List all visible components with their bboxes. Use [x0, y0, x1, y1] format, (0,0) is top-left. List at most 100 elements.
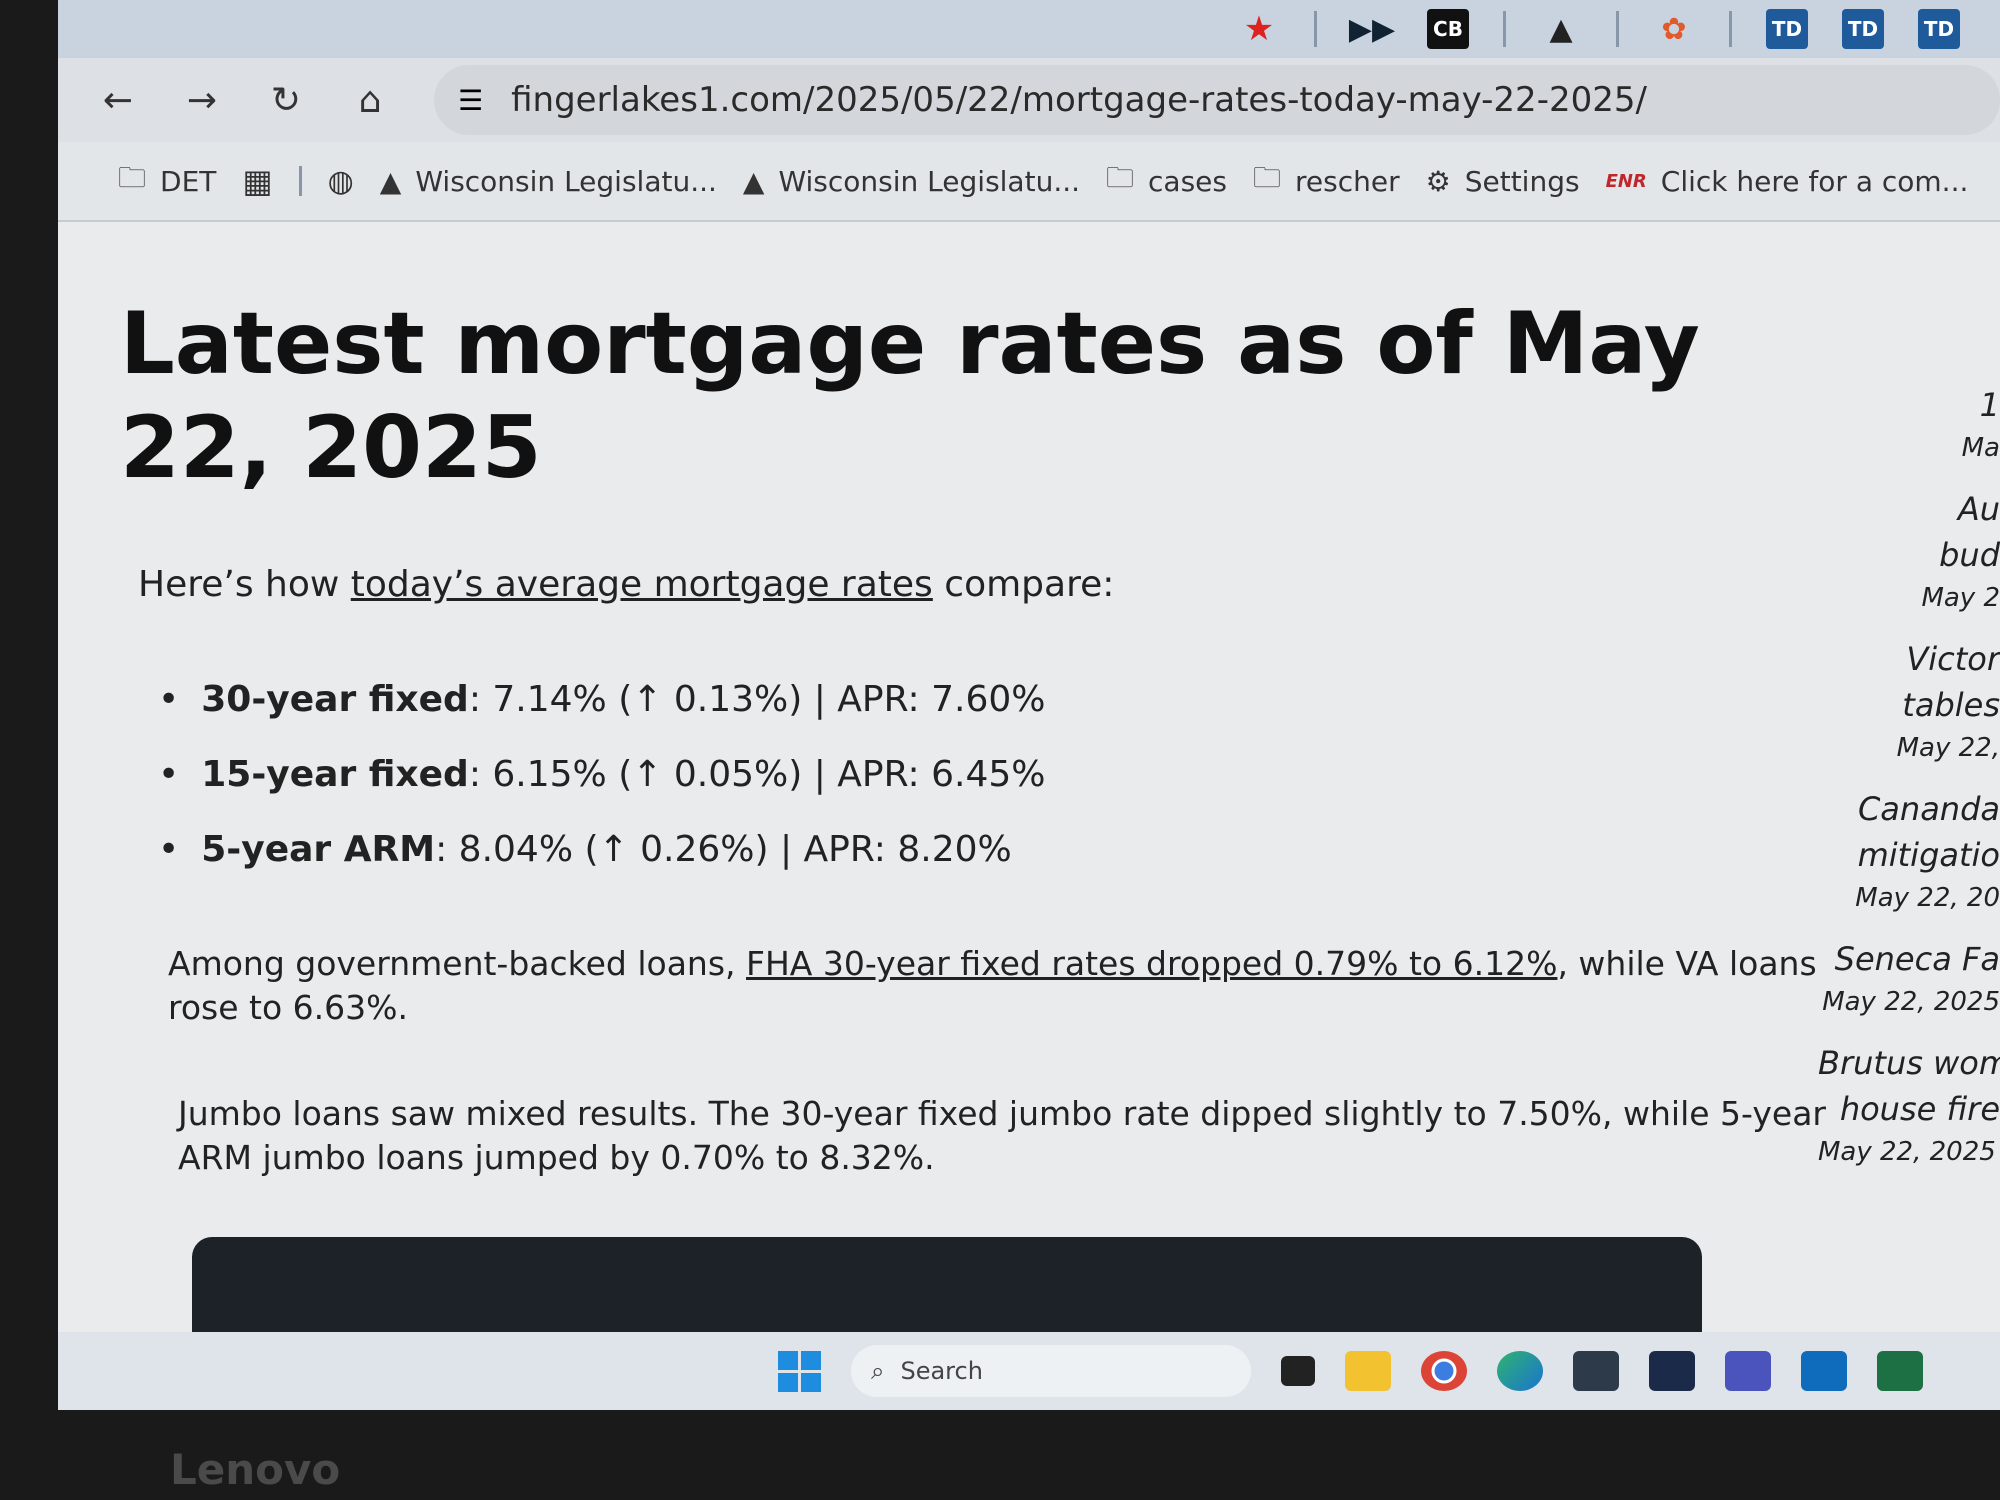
news-date: May 22, 2025	[1822, 987, 2000, 1017]
gov-post: , while VA loans rose to 6.63%.	[168, 944, 1817, 1027]
gear-icon: ⚙	[1425, 164, 1451, 198]
news-item[interactable]: Cananda mitigatio May 22, 20	[1818, 786, 2000, 918]
rate-detail: : 8.04% (↑ 0.26%) | APR: 8.20%	[435, 829, 1012, 870]
excel-icon[interactable]	[1877, 1351, 1923, 1391]
average-rates-link[interactable]: today’s average mortgage rates	[350, 564, 933, 605]
news-date: May 2	[1921, 583, 2000, 613]
globe-icon[interactable]: ◍	[327, 163, 354, 199]
news-title: bud	[1939, 536, 2000, 574]
intro-post: compare:	[932, 564, 1115, 605]
search-placeholder: Search	[900, 1357, 983, 1385]
bookmark-wisconsin-1[interactable]: ▲ Wisconsin Legislatu...	[380, 165, 717, 198]
fha-rates-link[interactable]: FHA 30-year fixed rates dropped 0.79% to…	[746, 944, 1558, 983]
news-title: Cananda	[1857, 790, 2000, 828]
capitol-icon: ▲	[379, 164, 402, 198]
rate-label: 5-year ARM	[201, 829, 436, 870]
bookmark-label: Settings	[1464, 164, 1580, 198]
bookmarks-bar: 🗀 DET ▦ ◍ ▲ Wisconsin Legislatu... ▲ Wiscon…	[58, 142, 2000, 222]
news-item[interactable]: 1 Ma	[1818, 382, 2000, 468]
divider	[1314, 11, 1317, 47]
divider	[1616, 11, 1619, 47]
gov-loans-paragraph: Among government-backed loans, FHA 30-ye…	[168, 942, 1818, 1030]
divider	[1503, 11, 1506, 47]
capitol-icon: ▲	[742, 164, 765, 198]
url-text[interactable]: fingerlakes1.com/2025/05/22/mortgage-rat…	[511, 80, 1647, 120]
chrome-icon[interactable]	[1421, 1351, 1467, 1391]
rate-label: 30-year fixed	[201, 679, 469, 720]
rates-list: 30-year fixed: 7.14% (↑ 0.13%) | APR: 7.…	[158, 662, 1045, 887]
td-icon[interactable]: TD	[1766, 9, 1808, 49]
rate-item: 15-year fixed: 6.15% (↑ 0.05%) | APR: 6.…	[158, 737, 1045, 812]
folder-icon: 🗀	[1253, 161, 1282, 194]
search-icon: ⌕	[871, 1357, 885, 1385]
news-date: May 22, 20	[1855, 883, 2000, 913]
task-view-icon[interactable]	[1281, 1356, 1315, 1386]
screen: ★ ▶▶ CB ▲ ✿ TD TD TD ← → ↻ ⌂ ☰ fingerlak…	[58, 0, 2000, 1410]
td-icon[interactable]: TD	[1842, 9, 1884, 49]
home-icon[interactable]: ⌂	[358, 79, 382, 121]
bookmark-enr[interactable]: ENR Click here for a com...	[1606, 165, 1969, 198]
nbc-icon[interactable]: ✿	[1661, 11, 1687, 47]
teams-icon[interactable]	[1725, 1351, 1771, 1391]
news-item[interactable]: Seneca Fa May 22, 2025	[1818, 936, 2000, 1022]
rate-item: 5-year ARM: 8.04% (↑ 0.26%) | APR: 8.20%	[158, 812, 1045, 887]
news-title: house fire	[1839, 1090, 2000, 1128]
bookmark-wisconsin-2[interactable]: ▲ Wisconsin Legislatu...	[743, 165, 1080, 198]
bookmark-settings[interactable]: ⚙ Settings	[1426, 165, 1580, 198]
news-item[interactable]: Au bud May 2	[1818, 486, 2000, 618]
divider	[1729, 11, 1732, 47]
bookmark-rescher[interactable]: 🗀 rescher	[1253, 157, 1400, 205]
news-date: May 22,	[1896, 733, 2000, 763]
address-bar[interactable]: ☰ fingerlakes1.com/2025/05/22/mortgage-r…	[434, 65, 2000, 135]
apps-icon[interactable]: ▦	[242, 162, 273, 200]
jumbo-paragraph: Jumbo loans saw mixed results. The 30-ye…	[178, 1094, 1826, 1177]
back-icon[interactable]: ←	[102, 79, 134, 121]
folder-icon: 🗀	[1106, 161, 1135, 194]
news-item[interactable]: Brutus wom house fire May 22, 2025 5:	[1818, 1040, 2000, 1172]
rate-label: 15-year fixed	[201, 754, 469, 795]
tab-strip: ★ ▶▶ CB ▲ ✿ TD TD TD	[58, 0, 2000, 58]
page-content: Latest mortgage rates as of May 22, 2025…	[58, 222, 2000, 1377]
lenovo-logo: Lenovo	[170, 1445, 341, 1494]
news-title: Victor	[1906, 640, 2000, 678]
bookmark-cases[interactable]: 🗀 cases	[1106, 157, 1227, 205]
gov-pre: Among government-backed loans,	[168, 944, 746, 983]
bookmark-det[interactable]: 🗀 DET	[118, 157, 216, 205]
edge-icon[interactable]	[1497, 1351, 1543, 1391]
file-explorer-icon[interactable]	[1345, 1351, 1391, 1391]
enr-icon: ENR	[1605, 170, 1647, 192]
news-title: Au	[1957, 490, 2000, 528]
bookmark-label: cases	[1148, 164, 1227, 198]
bookmark-label: Click here for a com...	[1660, 164, 1969, 198]
site-settings-icon[interactable]: ☰	[458, 83, 484, 117]
reload-icon[interactable]: ↻	[270, 79, 302, 121]
copilot-icon[interactable]	[1649, 1351, 1695, 1391]
nav-bar: ← → ↻ ⌂ ☰ fingerlakes1.com/2025/05/22/mo…	[58, 58, 2000, 142]
star-icon[interactable]: ★	[1243, 9, 1275, 49]
bookmark-label: DET	[160, 164, 217, 198]
sidebar-news: 1 Ma Au bud May 2 Victor tables May 22, Canan…	[1818, 382, 2000, 1190]
bookmark-label: rescher	[1295, 164, 1400, 198]
divider	[298, 166, 302, 196]
rate-detail: : 6.15% (↑ 0.05%) | APR: 6.45%	[468, 754, 1046, 795]
news-title: 1	[1979, 386, 2000, 424]
taskbar: ⌕ Search	[58, 1332, 2000, 1410]
windows-start-icon[interactable]	[778, 1350, 821, 1392]
news-date: May 22, 2025 5:	[1818, 1137, 2000, 1167]
td-icon[interactable]: TD	[1918, 9, 1960, 49]
capitol-icon[interactable]: ▲	[1549, 11, 1573, 47]
outlook-icon[interactable]	[1801, 1351, 1847, 1391]
store-icon[interactable]	[1573, 1351, 1619, 1391]
rate-detail: : 7.14% (↑ 0.13%) | APR: 7.60%	[468, 679, 1046, 720]
page-title: Latest mortgage rates as of May 22, 2025	[120, 294, 1700, 498]
news-item[interactable]: Victor tables May 22,	[1818, 636, 2000, 768]
news-date: Ma	[1961, 433, 2000, 463]
bookmark-label: Wisconsin Legislatu...	[778, 164, 1081, 198]
taskbar-search[interactable]: ⌕ Search	[851, 1345, 1251, 1397]
cb-icon[interactable]: CB	[1427, 9, 1469, 49]
news-title: mitigatio	[1857, 836, 2000, 874]
folder-icon: 🗀	[118, 161, 147, 194]
media-icon[interactable]: ▶▶	[1348, 11, 1396, 47]
rate-item: 30-year fixed: 7.14% (↑ 0.13%) | APR: 7.…	[158, 662, 1045, 737]
forward-icon[interactable]: →	[186, 79, 218, 121]
